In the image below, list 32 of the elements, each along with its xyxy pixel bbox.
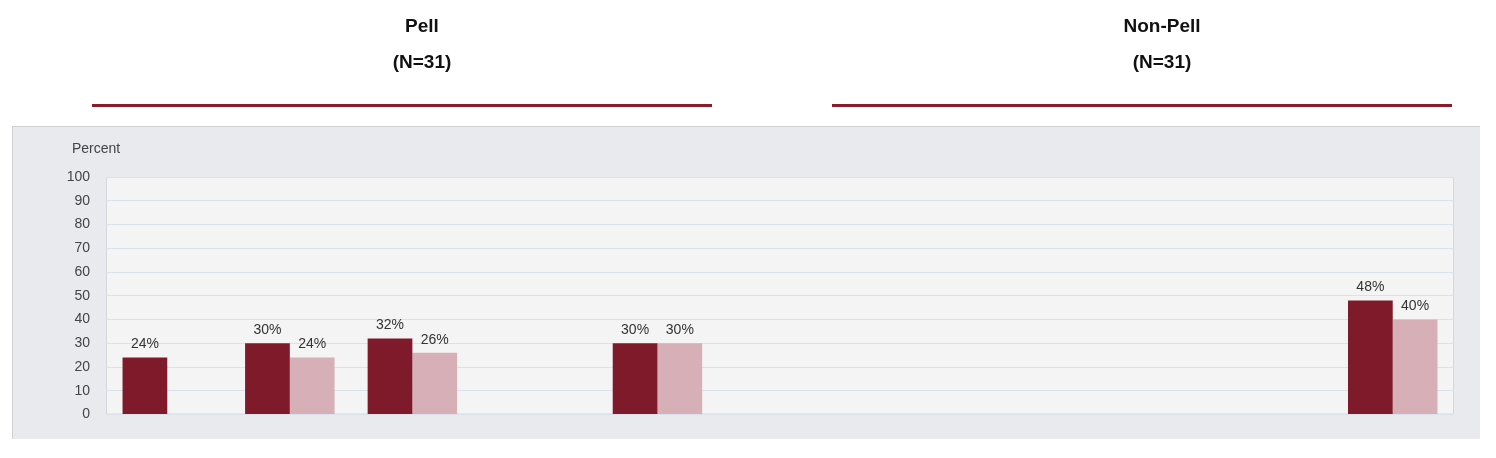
y-tick-label: 40 [74,310,91,327]
data-label: 30% [665,321,694,338]
text: Pell (N=31) [391,14,453,74]
y-tick-label: 30 [74,334,91,351]
bar [289,357,335,415]
bar [612,343,658,415]
bar [657,343,703,415]
data-label: 30% [253,321,282,338]
y-tick-label: 20 [74,357,91,374]
bar [367,338,413,415]
bar [245,343,290,415]
data-label: 26% [420,330,449,347]
data-label: 24% [298,335,327,352]
y-tick-label: 90 [74,191,91,208]
y-axis-title: Percent [72,139,121,156]
data-label: 48% [1356,278,1385,295]
bar [1392,319,1438,415]
y-tick-label: 70 [74,239,91,256]
text: Non-Pell (N=31) [1122,14,1202,74]
bar [1348,300,1393,415]
data-label: 30% [621,321,650,338]
y-tick-label: 50 [74,286,91,303]
y-tick-label: 60 [74,262,91,279]
data-label: 32% [375,316,405,333]
bar [122,357,168,415]
data-label: 24% [130,335,159,352]
y-tick-label: 0 [82,405,91,422]
data-label: 40% [1401,297,1430,314]
y-tick-label: 100 [66,167,91,184]
bar [412,352,458,415]
y-tick-label: 10 [74,381,91,398]
y-tick-label: 80 [74,215,91,232]
